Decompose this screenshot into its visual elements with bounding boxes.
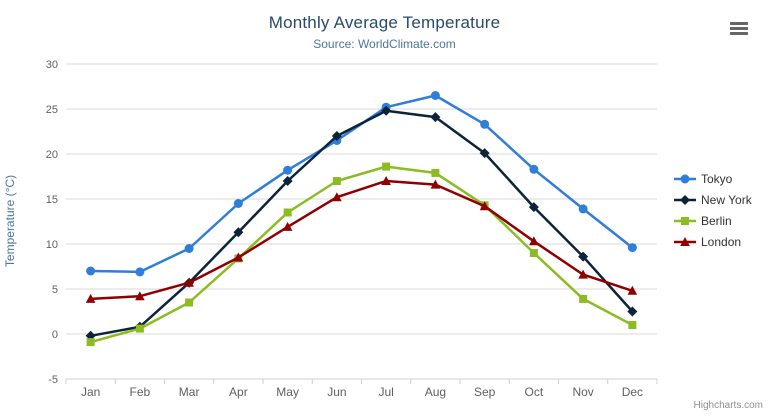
x-tick-label-jun: Jun [327,385,346,399]
x-tick-label-mar: Mar [179,385,200,399]
point-london-mar[interactable] [184,277,194,287]
series [85,91,638,347]
point-berlin-jun[interactable] [332,177,341,185]
y-axis-title: Temperature (°C) [3,175,17,267]
point-london-jun[interactable] [332,192,342,202]
point-tokyo-apr[interactable] [233,199,243,208]
point-tokyo-aug[interactable] [430,91,440,100]
point-berlin-jul[interactable] [382,162,391,171]
point-berlin-mar[interactable] [185,298,194,307]
x-tick-label-jul: Jul [378,385,393,399]
point-new-york-jul[interactable] [381,105,392,116]
legend-marker-shape[interactable] [680,194,690,205]
point-berlin-dec[interactable] [628,321,637,329]
legend-label: New York [701,192,752,207]
series-line-london[interactable] [89,179,634,301]
hamburger-icon [730,21,748,25]
y-tick-label-30: 30 [46,59,58,71]
legend-label: Tokyo [701,171,733,186]
point-berlin-may[interactable] [283,208,292,217]
point-london-jan[interactable] [85,293,96,303]
legend-marker-square-icon [674,216,696,225]
point-tokyo-sep[interactable] [480,119,490,129]
y-tick-label-5: 5 [52,284,58,296]
chart-subtitle: Source: WorldClimate.com [313,37,456,51]
point-london-dec[interactable] [627,285,638,295]
point-london-apr[interactable] [233,252,244,262]
point-berlin-jan[interactable] [86,338,95,347]
legend-item-new-york[interactable]: New York [674,189,752,210]
x-tick-label-apr: Apr [229,385,248,399]
legend-label: Berlin [701,213,732,228]
point-new-york-oct[interactable] [528,202,539,213]
point-berlin-feb[interactable] [135,324,144,333]
series-line-new-york[interactable] [89,109,634,338]
x-tick-label-may: May [276,385,299,399]
legend-item-london[interactable]: London [674,231,752,252]
legend-marker-triangle-icon [674,236,696,246]
point-london-nov[interactable] [578,269,588,279]
series-line-tokyo[interactable] [89,94,634,274]
point-tokyo-feb[interactable] [135,267,145,277]
point-tokyo-may[interactable] [283,165,293,175]
point-tokyo-jan[interactable] [86,266,96,276]
point-new-york-jun[interactable] [331,131,342,141]
y-tick-label-10: 10 [46,239,58,251]
legend-marker-circle-icon [674,174,696,183]
legend: Tokyo New York Berlin London [674,168,752,252]
point-london-sep[interactable] [479,201,490,211]
point-tokyo-mar[interactable] [184,244,194,253]
x-tick-label-sep: Sep [474,385,496,399]
credits-link[interactable]: Highcharts.com [693,400,763,411]
point-tokyo-nov[interactable] [578,204,588,214]
point-berlin-nov[interactable] [579,294,588,303]
x-tick-label-aug: Aug [425,385,446,399]
axes: 30 25 20 15 10 5 0 -5 Jan Feb Mar Apr May Jun Jul Aug Se… [46,59,658,399]
legend-item-berlin[interactable]: Berlin [674,210,752,231]
legend-marker-shape[interactable] [681,216,689,225]
point-new-york-nov[interactable] [578,251,589,262]
point-new-york-apr[interactable] [233,227,244,238]
y-tick-label-15: 15 [46,194,58,206]
x-tick-label-dec: Dec [622,385,643,399]
legend-label: London [701,234,742,249]
point-new-york-sep[interactable] [479,148,490,159]
x-tick-label-feb: Feb [130,385,151,399]
x-tick-label-oct: Oct [525,385,544,399]
y-tick-label-25: 25 [46,104,58,116]
y-tick-label-0: 0 [52,329,58,341]
point-london-jul[interactable] [381,176,391,185]
legend-item-tokyo[interactable]: Tokyo [674,168,752,189]
point-tokyo-oct[interactable] [529,164,539,174]
legend-marker-shape[interactable] [680,236,690,246]
export-menu-button[interactable] [730,20,750,36]
x-tick-label-nov: Nov [572,385,593,399]
point-new-york-aug[interactable] [430,112,441,123]
series-line-berlin[interactable] [89,165,634,344]
y-tick-label--5: -5 [48,374,58,386]
point-berlin-aug[interactable] [431,168,440,177]
legend-marker-diamond-icon [674,194,696,205]
legend-marker-shape[interactable] [680,174,690,183]
point-london-may[interactable] [282,221,293,231]
chart-title: Monthly Average Temperature [268,13,501,32]
x-tick-label-jan: Jan [81,385,100,399]
point-new-york-may[interactable] [282,176,293,186]
gridlines [66,63,657,380]
point-new-york-dec[interactable] [627,306,638,317]
point-london-oct[interactable] [529,236,539,246]
point-tokyo-dec[interactable] [627,243,637,253]
y-tick-label-20: 20 [46,149,58,161]
point-london-feb[interactable] [135,291,145,301]
point-london-aug[interactable] [430,179,441,189]
point-berlin-oct[interactable] [529,249,538,257]
